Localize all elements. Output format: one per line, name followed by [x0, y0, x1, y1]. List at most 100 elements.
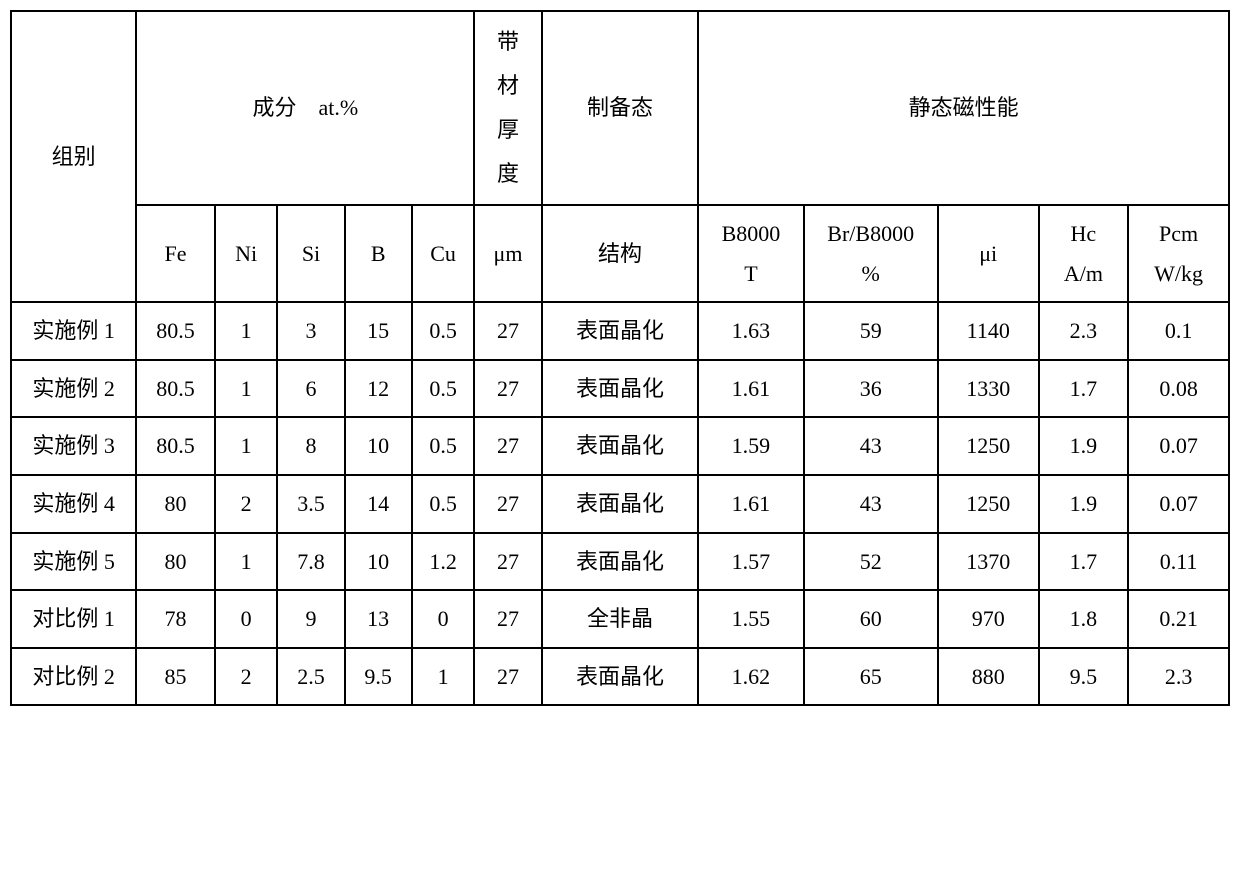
cell-Fe: 80.5: [136, 302, 214, 360]
cell-Si: 8: [277, 417, 344, 475]
cell-group: 实施例 4: [11, 475, 136, 533]
cell-B: 10: [345, 533, 412, 591]
cell-Si: 6: [277, 360, 344, 418]
cell-Ni: 1: [215, 360, 278, 418]
cell-Br: 52: [804, 533, 938, 591]
cell-Cu: 1.2: [412, 533, 475, 591]
col-b: B: [345, 205, 412, 302]
cell-Cu: 0.5: [412, 475, 475, 533]
header-row-1: 组别 成分 at.% 带材厚度 制备态 静态磁性能: [11, 11, 1229, 205]
cell-Si: 3: [277, 302, 344, 360]
col-thickness-unit: μm: [474, 205, 541, 302]
data-table: 组别 成分 at.% 带材厚度 制备态 静态磁性能 Fe Ni Si B Cu …: [10, 10, 1230, 706]
thickness-label: 带材厚度: [479, 20, 536, 196]
col-thickness-top: 带材厚度: [474, 11, 541, 205]
cell-mui: 1140: [938, 302, 1039, 360]
cell-Pcm: 0.08: [1128, 360, 1229, 418]
cell-prep: 表面晶化: [542, 475, 699, 533]
col-mui: μi: [938, 205, 1039, 302]
cell-Cu: 0.5: [412, 360, 475, 418]
cell-Pcm: 2.3: [1128, 648, 1229, 706]
cell-Si: 7.8: [277, 533, 344, 591]
hc-unit: A/m: [1064, 261, 1103, 286]
cell-Fe: 85: [136, 648, 214, 706]
cell-mui: 880: [938, 648, 1039, 706]
cell-prep: 表面晶化: [542, 648, 699, 706]
cell-Si: 3.5: [277, 475, 344, 533]
cell-thk: 27: [474, 360, 541, 418]
cell-Fe: 80.5: [136, 360, 214, 418]
pcm-unit: W/kg: [1154, 261, 1203, 286]
cell-B: 12: [345, 360, 412, 418]
cell-Br: 36: [804, 360, 938, 418]
cell-B: 10: [345, 417, 412, 475]
cell-Si: 9: [277, 590, 344, 648]
col-pcm: Pcm W/kg: [1128, 205, 1229, 302]
cell-B: 15: [345, 302, 412, 360]
cell-Pcm: 0.07: [1128, 417, 1229, 475]
table-row: 对比例 1780913027全非晶1.55609701.80.21: [11, 590, 1229, 648]
cell-Fe: 80.5: [136, 417, 214, 475]
cell-thk: 27: [474, 302, 541, 360]
cell-Pcm: 0.07: [1128, 475, 1229, 533]
cell-Br: 65: [804, 648, 938, 706]
cell-group: 实施例 1: [11, 302, 136, 360]
cell-Cu: 0.5: [412, 417, 475, 475]
col-fe: Fe: [136, 205, 214, 302]
cell-Cu: 0: [412, 590, 475, 648]
cell-B: 9.5: [345, 648, 412, 706]
col-group: 组别: [11, 11, 136, 302]
header-row-2: Fe Ni Si B Cu μm 结构 B8000 T Br/B8000 % μ…: [11, 205, 1229, 302]
cell-Hc: 1.8: [1039, 590, 1129, 648]
col-static-mag: 静态磁性能: [698, 11, 1229, 205]
cell-prep: 全非晶: [542, 590, 699, 648]
cell-Pcm: 0.21: [1128, 590, 1229, 648]
br-label: Br/B8000: [827, 221, 914, 246]
table-row: 实施例 380.518100.527表面晶化1.594312501.90.07: [11, 417, 1229, 475]
cell-group: 实施例 5: [11, 533, 136, 591]
table-row: 实施例 48023.5140.527表面晶化1.614312501.90.07: [11, 475, 1229, 533]
cell-Hc: 1.9: [1039, 475, 1129, 533]
table-row: 实施例 58017.8101.227表面晶化1.575213701.70.11: [11, 533, 1229, 591]
cell-Si: 2.5: [277, 648, 344, 706]
cell-prep: 表面晶化: [542, 302, 699, 360]
col-hc: Hc A/m: [1039, 205, 1129, 302]
cell-B: 13: [345, 590, 412, 648]
cell-thk: 27: [474, 475, 541, 533]
cell-prep: 表面晶化: [542, 417, 699, 475]
table-row: 实施例 280.516120.527表面晶化1.613613301.70.08: [11, 360, 1229, 418]
cell-Br: 43: [804, 475, 938, 533]
cell-Ni: 0: [215, 590, 278, 648]
table-body: 实施例 180.513150.527表面晶化1.635911402.30.1实施…: [11, 302, 1229, 705]
cell-B8000: 1.59: [698, 417, 803, 475]
cell-mui: 1250: [938, 475, 1039, 533]
cell-Ni: 2: [215, 648, 278, 706]
cell-group: 对比例 1: [11, 590, 136, 648]
cell-Hc: 1.9: [1039, 417, 1129, 475]
table-row: 实施例 180.513150.527表面晶化1.635911402.30.1: [11, 302, 1229, 360]
cell-mui: 970: [938, 590, 1039, 648]
cell-Br: 60: [804, 590, 938, 648]
cell-Hc: 9.5: [1039, 648, 1129, 706]
b8000-unit: T: [744, 261, 757, 286]
cell-thk: 27: [474, 533, 541, 591]
cell-group: 实施例 2: [11, 360, 136, 418]
cell-mui: 1250: [938, 417, 1039, 475]
cell-Pcm: 0.1: [1128, 302, 1229, 360]
cell-thk: 27: [474, 417, 541, 475]
cell-B8000: 1.63: [698, 302, 803, 360]
cell-Br: 59: [804, 302, 938, 360]
col-prep-top: 制备态: [542, 11, 699, 205]
cell-Fe: 80: [136, 475, 214, 533]
cell-B8000: 1.55: [698, 590, 803, 648]
col-si: Si: [277, 205, 344, 302]
col-br: Br/B8000 %: [804, 205, 938, 302]
cell-group: 对比例 2: [11, 648, 136, 706]
col-ni: Ni: [215, 205, 278, 302]
cell-B8000: 1.57: [698, 533, 803, 591]
cell-B8000: 1.62: [698, 648, 803, 706]
cell-B8000: 1.61: [698, 475, 803, 533]
cell-Br: 43: [804, 417, 938, 475]
cell-thk: 27: [474, 590, 541, 648]
hc-label: Hc: [1071, 221, 1097, 246]
